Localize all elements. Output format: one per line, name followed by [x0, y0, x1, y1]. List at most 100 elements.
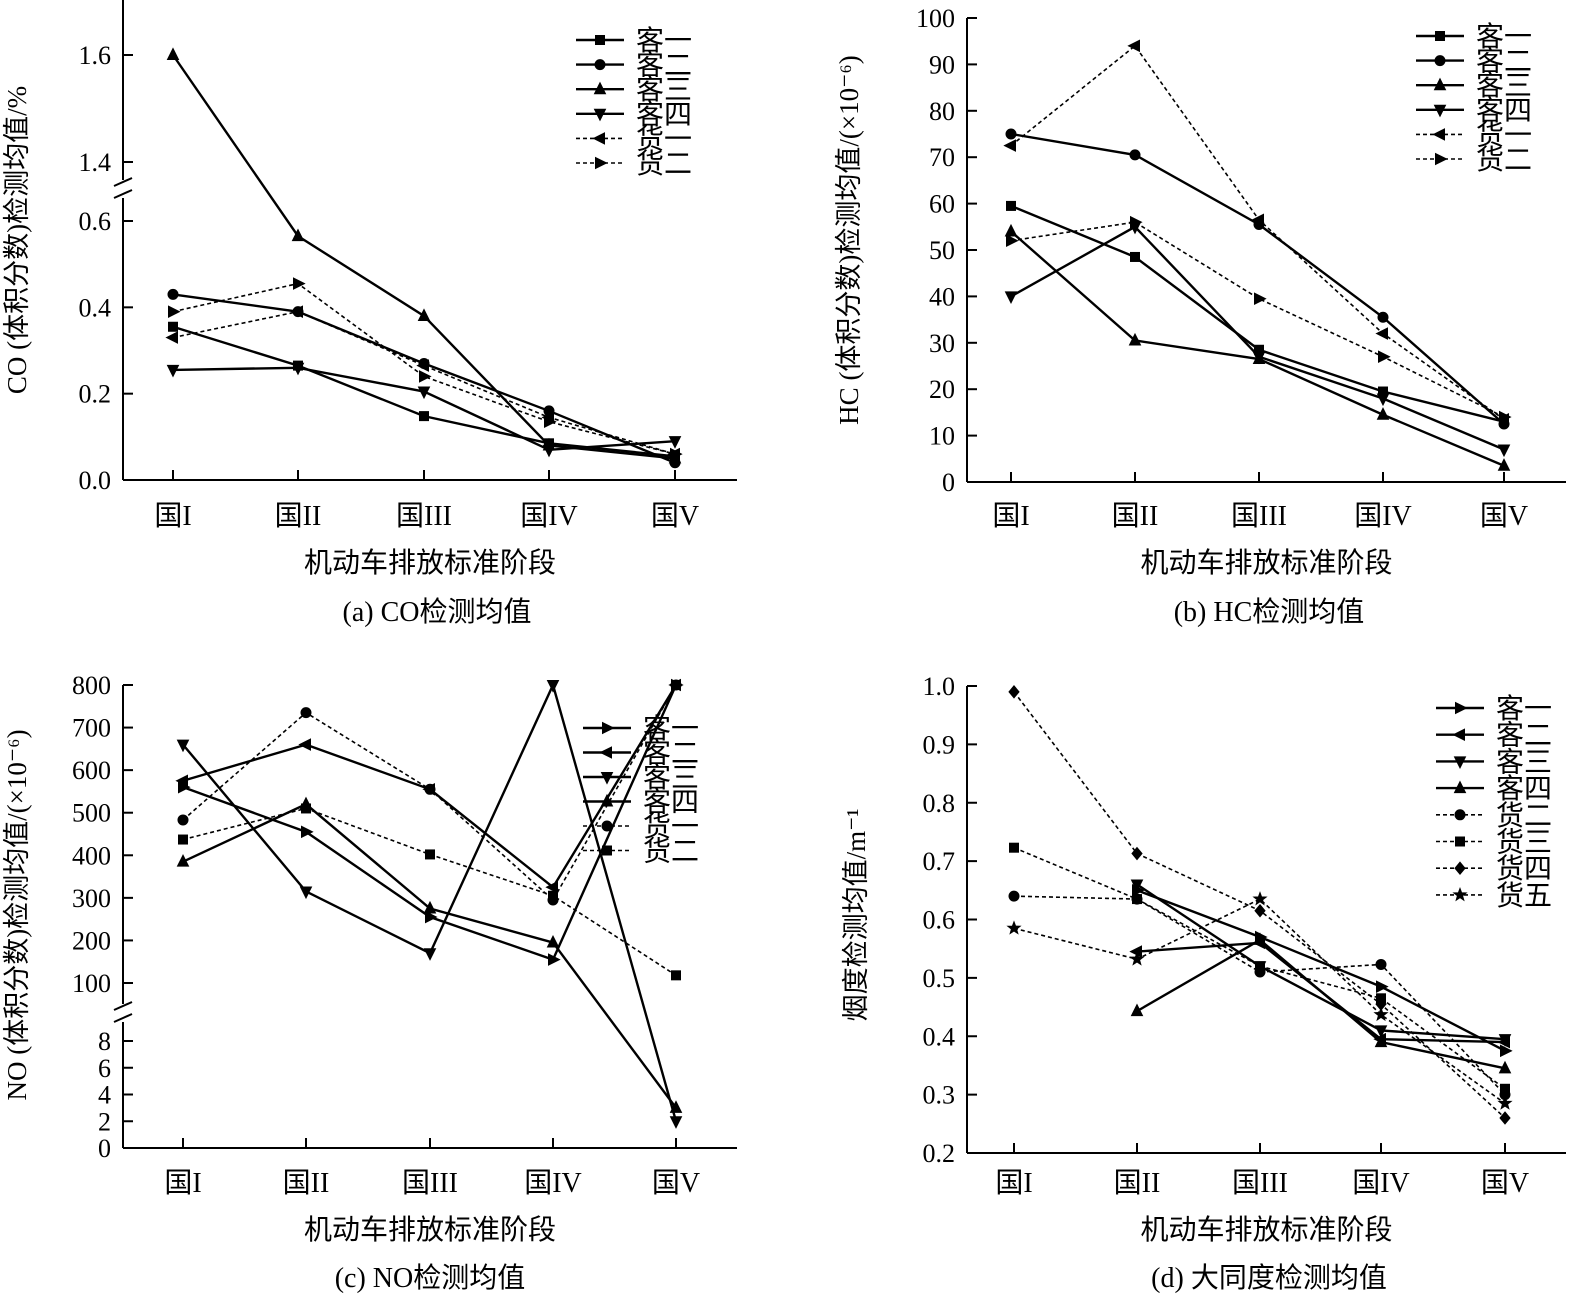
data-point [1130, 1003, 1144, 1017]
x-tick-label: 国IV [1352, 1168, 1410, 1199]
data-point [425, 849, 435, 860]
data-point [166, 47, 180, 60]
legend-marker [1432, 128, 1445, 141]
x-tick-label: 国V [651, 501, 699, 532]
legend-marker [600, 793, 614, 807]
data-point [1499, 1111, 1511, 1125]
series-line [172, 310, 676, 455]
data-point [1376, 393, 1390, 407]
data-point [290, 305, 303, 318]
x-tick-label: 国IV [1354, 501, 1412, 532]
series-客一 [1132, 884, 1513, 1058]
data-point [1131, 846, 1143, 861]
x-tick-label: 国IV [524, 1168, 582, 1199]
data-point [419, 370, 432, 383]
x-tick-label: 国I [164, 1168, 201, 1199]
data-point [177, 814, 189, 826]
panel-d-smoke-chart: 0.2 0.3 0.4 0.5 0.6 0.7 0.8 0.9 1.0 国I 国II 国III 国IV 国… [841, 672, 1566, 1294]
y-tick-label: 20 [929, 375, 955, 404]
y-tick-label: 0 [942, 468, 955, 497]
axis-break-mark [113, 1013, 133, 1023]
data-point [298, 738, 311, 751]
data-point [301, 825, 314, 839]
data-point [1500, 1083, 1510, 1094]
legend-label: 客三 [643, 762, 699, 794]
data-point [166, 364, 180, 378]
data-point [544, 415, 557, 429]
x-tick-label: 国II [1114, 1168, 1161, 1199]
data-point [1498, 1060, 1512, 1074]
data-point [165, 331, 178, 344]
series-客一 [1006, 200, 1509, 427]
series-货二 [1008, 890, 1511, 1101]
series-line [1136, 889, 1506, 1052]
data-point [425, 910, 438, 924]
data-point [542, 444, 556, 458]
x-axis-label: 机动车排放标准阶段 [1140, 1214, 1392, 1246]
series-line [1013, 898, 1506, 1105]
legend-marker [1453, 756, 1467, 770]
series-货一 [1003, 39, 1509, 426]
y-axis-label: NO (体积分数)检测均值/(×10⁻⁶) [2, 729, 32, 1100]
legend-marker [1453, 780, 1467, 794]
series-客四 [1004, 221, 1511, 458]
legend-label: 客一 [643, 713, 699, 745]
x-tick-label: 国III [1232, 1168, 1288, 1199]
legend-marker [1454, 861, 1466, 875]
data-point [1008, 890, 1020, 902]
legend-marker [1455, 836, 1465, 847]
y-tick-label: 50 [929, 236, 955, 265]
data-point [1004, 291, 1018, 305]
legend-label: 客二 [1496, 720, 1552, 752]
x-tick-label: 国II [283, 1168, 330, 1199]
series-货二 [168, 277, 683, 461]
series-货一 [165, 305, 680, 461]
legend-marker [1455, 701, 1468, 715]
y-tick-label: 2 [98, 1107, 111, 1136]
data-point [293, 277, 306, 290]
data-point [669, 1116, 683, 1129]
data-point [670, 447, 683, 461]
data-point [168, 305, 181, 318]
y-tick-label: 30 [929, 329, 955, 358]
data-point [1251, 213, 1264, 227]
y-tick-label: 700 [72, 714, 111, 743]
data-point [1009, 842, 1019, 853]
x-tick-label: 国I [992, 501, 1029, 532]
data-point [1130, 251, 1140, 262]
y-axis-label: CO (体积分数)检测均值/% [2, 86, 32, 394]
data-point [1008, 685, 1020, 699]
legend-label: 货五 [1496, 880, 1552, 912]
y-tick-label: 90 [929, 50, 955, 79]
legend-marker [1452, 728, 1465, 742]
x-tick-label: 国II [1112, 501, 1159, 532]
y-tick-label: 1.0 [923, 672, 956, 701]
data-point [1006, 200, 1016, 211]
legend-marker [592, 132, 605, 145]
data-point [1006, 234, 1019, 248]
series-货四 [1008, 685, 1511, 1125]
series-line [1010, 221, 1505, 418]
data-point [1497, 458, 1511, 471]
legend-label: 客四 [1496, 773, 1552, 805]
y-tick-label: 0.6 [79, 207, 112, 236]
legend-marker [1434, 55, 1446, 67]
data-point [416, 359, 429, 372]
data-point [548, 890, 558, 901]
series-货二 [178, 803, 681, 981]
legend-marker [1433, 104, 1447, 118]
data-point [1130, 215, 1143, 229]
x-tick-label: 国V [1480, 501, 1528, 532]
y-tick-label: 40 [929, 282, 955, 311]
y-tick-label: 0.6 [923, 906, 956, 935]
legend-label: 客四 [643, 787, 699, 819]
series-客三 [176, 680, 683, 1129]
data-point [301, 803, 311, 814]
legend-label: 客三 [1476, 70, 1532, 102]
data-point [299, 886, 313, 900]
data-point [668, 436, 682, 449]
data-point [1375, 327, 1388, 340]
y-tick-label: 1.4 [79, 148, 112, 177]
